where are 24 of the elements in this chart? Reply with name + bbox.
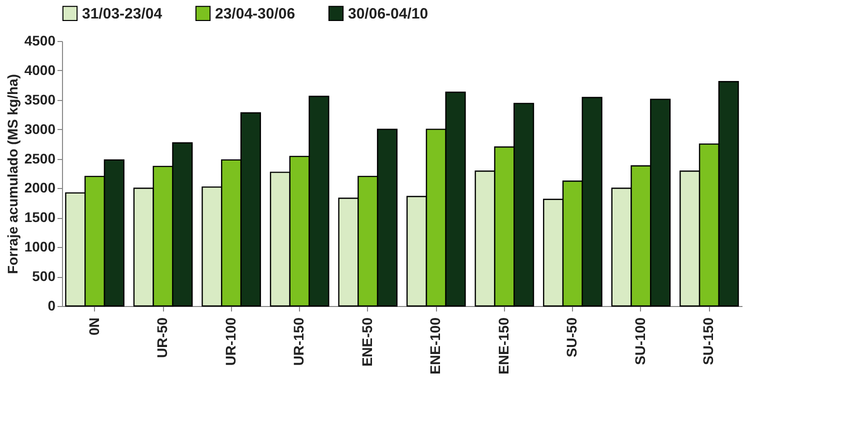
x-tick-label: SU-150 xyxy=(700,317,716,365)
x-tick-label: UR-50 xyxy=(154,317,170,358)
y-tick-label: 3500 xyxy=(24,91,56,108)
y-tick-label: 1500 xyxy=(24,209,56,226)
x-tick-label: ENE-50 xyxy=(358,317,375,367)
y-axis-title: Forraje acumulado (MS kg/ha) xyxy=(4,74,20,274)
y-tick-label: 4500 xyxy=(24,32,56,48)
x-tick-label: ENE-100 xyxy=(427,317,444,374)
x-tick-label: UR-100 xyxy=(222,317,238,366)
x-tick-label: 0N xyxy=(86,318,102,336)
y-tick-label: 0 xyxy=(48,298,56,314)
legend-label: 23/04-30/06 xyxy=(215,5,296,22)
y-tick-label: 2500 xyxy=(24,150,56,166)
y-tick-label: 1000 xyxy=(24,238,56,255)
legend-label: 31/03-23/04 xyxy=(82,5,163,22)
y-tick-label: 500 xyxy=(32,268,56,284)
x-tick-label: UR-150 xyxy=(290,317,307,366)
x-tick-label: ENE-150 xyxy=(495,317,512,374)
y-tick-label: 2000 xyxy=(24,180,56,196)
y-tick-label: 3000 xyxy=(24,120,56,137)
legend-label: 30/06-04/10 xyxy=(348,5,428,22)
y-tick-label: 4000 xyxy=(24,62,56,78)
x-tick-label: SU-50 xyxy=(564,317,580,358)
x-tick-label: SU-100 xyxy=(632,317,648,365)
